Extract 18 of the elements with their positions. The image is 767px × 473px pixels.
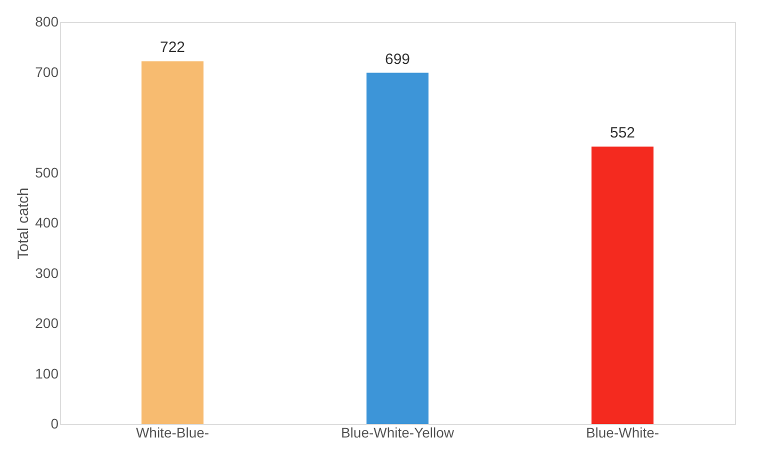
y-tick-label: 0: [50, 416, 59, 432]
y-tick-label: 500: [35, 164, 59, 180]
data-label: 552: [610, 124, 636, 142]
x-tick-label: White-Blue-: [136, 424, 210, 440]
data-label: 722: [160, 39, 186, 56]
y-tick-label: 300: [35, 264, 59, 281]
y-tick-label: 700: [35, 64, 59, 80]
y-tick-label: 200: [35, 315, 59, 331]
x-tick-label: Blue-White-: [586, 424, 660, 440]
y-tick-label: 800: [35, 14, 59, 30]
bar: [366, 72, 428, 424]
bar: [142, 61, 204, 424]
y-tick-label: 400: [35, 214, 59, 230]
data-label: 699: [384, 50, 410, 68]
y-axis-title: Total catch: [15, 188, 32, 260]
bar: [592, 146, 654, 424]
x-tick-label: Blue-White-Yellow: [340, 424, 455, 440]
y-tick-label: 100: [35, 365, 59, 382]
